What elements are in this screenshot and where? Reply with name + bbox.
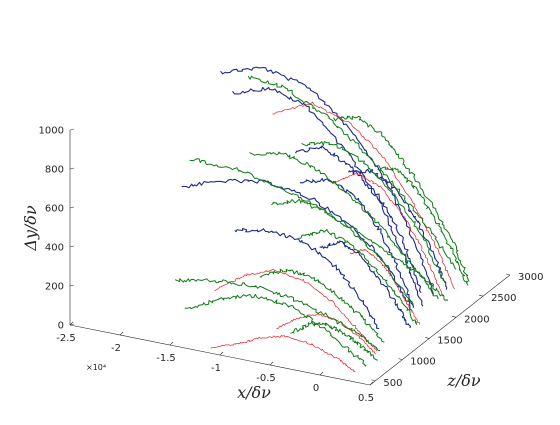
tick-layer: 0 200 400 600 800 1000 -2.5 -2 -1.5 -1 -0.5 0 0.5 500… (39, 126, 544, 405)
y-tick-label: 1000 (39, 126, 64, 137)
z-tick-mark (479, 294, 484, 297)
z-tick-label: 3000 (518, 272, 543, 283)
series-line-red-14 (350, 249, 420, 325)
series-line-red-13 (276, 313, 376, 355)
series-line-red-9 (272, 101, 455, 290)
z-tick-mark (371, 379, 376, 382)
x-tick-mark (269, 361, 274, 366)
y-tick-label: 200 (45, 282, 64, 293)
series-line-red-12 (332, 172, 444, 297)
series-line-red-10 (214, 269, 378, 352)
x-tick-mark (119, 331, 124, 336)
x-tick-label: -1.5 (156, 353, 176, 364)
x-tick-label: 0 (313, 383, 319, 394)
x-tick-label: -0.5 (256, 373, 276, 384)
y-tick-mark (69, 284, 75, 287)
series-line-green-26 (333, 115, 470, 282)
series-line-red-11 (210, 335, 356, 373)
z-tick-label: 500 (383, 378, 402, 389)
x-tick-label: 0.5 (358, 393, 374, 404)
y-tick-label: 800 (45, 165, 64, 176)
axis-lines (69, 130, 511, 386)
series-line-blue-1 (220, 66, 435, 296)
x-tick-label: -2 (111, 343, 121, 354)
series-line-green-16 (247, 75, 457, 270)
series-line-green-19 (184, 293, 367, 367)
z-axis-label: z/δν (446, 371, 480, 390)
y-axis-label: Δy/δν (21, 205, 40, 252)
y-tick-mark (69, 167, 75, 170)
z-tick-mark (452, 316, 457, 318)
series-line-green-25 (290, 321, 378, 361)
z-tick-label: 2000 (464, 314, 489, 325)
series-line-green-22 (259, 268, 385, 343)
series-line-blue-6 (234, 227, 380, 330)
z-tick-label: 1500 (437, 335, 462, 346)
z-tick-mark (425, 337, 430, 339)
z-axis-line (369, 274, 511, 386)
x-tick-mark (69, 321, 74, 326)
x-axis-multiplier: ×10⁴ (86, 363, 106, 372)
y-tick-label: 600 (45, 204, 64, 215)
x-tick-mark (319, 371, 324, 376)
y-tick-mark (69, 128, 75, 131)
x-tick-mark (369, 381, 374, 386)
z-tick-mark (505, 273, 511, 276)
series-line-green-20 (301, 141, 446, 284)
y-tick-mark (69, 323, 75, 326)
x-tick-label: -1 (211, 363, 221, 374)
series-line-blue-3 (181, 178, 413, 312)
y-tick-label: 400 (45, 243, 64, 254)
y-tick-label: 0 (58, 321, 64, 332)
y-tick-mark (69, 206, 75, 209)
series-layer (174, 66, 470, 373)
z-tick-label: 1000 (410, 357, 435, 368)
y-tick-mark (69, 245, 75, 248)
z-tick-label: 2500 (491, 293, 516, 304)
x-tick-label: -2.5 (56, 333, 76, 344)
series-line-green-18 (174, 278, 381, 352)
series-line-green-23 (298, 228, 418, 325)
series-line-blue-8 (319, 240, 411, 329)
z-tick-mark (398, 358, 403, 360)
series-line-blue-7 (348, 168, 448, 290)
series-line-blue-4 (295, 145, 422, 294)
series-line-green-21 (271, 198, 414, 308)
x-axis-label: x/δν (237, 383, 271, 402)
series-line-green-24 (377, 166, 469, 286)
x-tick-mark (169, 341, 174, 346)
x-tick-mark (219, 351, 224, 356)
series-line-green-17 (249, 151, 439, 300)
